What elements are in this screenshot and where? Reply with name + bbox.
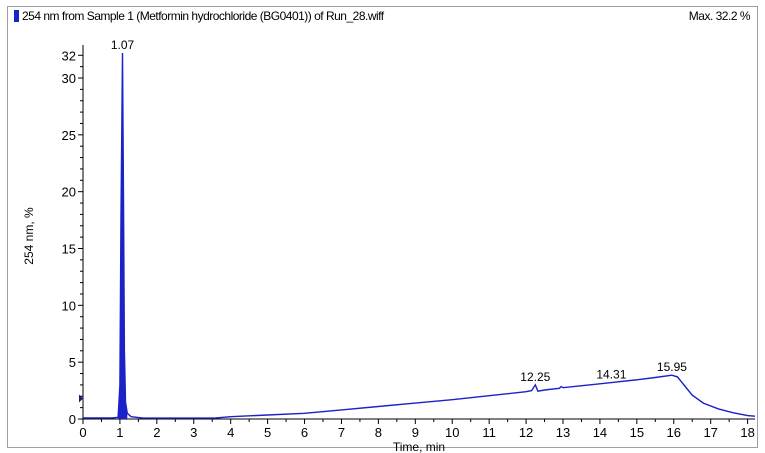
y-tick-label: 25 xyxy=(62,128,76,143)
y-tick-label: 32 xyxy=(62,48,76,63)
x-tick-label: 11 xyxy=(482,425,496,440)
y-tick-label: 20 xyxy=(62,185,76,200)
y-tick-label: 5 xyxy=(69,355,76,370)
chart-header: 254 nm from Sample 1 (Metformin hydrochl… xyxy=(14,8,754,24)
max-intensity-label: Max. 32.2 % xyxy=(688,9,751,23)
peak-label: 15.95 xyxy=(657,360,687,374)
x-tick-label: 6 xyxy=(301,425,308,440)
y-tick-label: 30 xyxy=(62,71,76,86)
x-tick-label: 7 xyxy=(338,425,345,440)
x-tick-label: 10 xyxy=(445,425,459,440)
peak-label: 14.31 xyxy=(596,368,626,382)
peak-label: 12.25 xyxy=(520,370,550,384)
y-tick-label: 0 xyxy=(69,412,76,427)
x-tick-label: 12 xyxy=(519,425,533,440)
x-tick-label: 1 xyxy=(116,425,123,440)
y-axis-title: 254 nm, % xyxy=(22,207,36,265)
x-axis-title: Time, min xyxy=(393,440,445,453)
x-tick-label: 2 xyxy=(153,425,160,440)
y-tick-label: 15 xyxy=(62,242,76,257)
x-tick-label: 14 xyxy=(593,425,607,440)
peak-label: 1.07 xyxy=(111,38,135,52)
series-color-swatch xyxy=(14,10,19,22)
x-tick-label: 5 xyxy=(264,425,271,440)
x-tick-label: 8 xyxy=(375,425,382,440)
y-axis-marker xyxy=(79,394,83,403)
x-tick-label: 16 xyxy=(667,425,681,440)
chart-title: 254 nm from Sample 1 (Metformin hydrochl… xyxy=(22,9,384,23)
x-tick-label: 0 xyxy=(79,425,86,440)
x-tick-label: 3 xyxy=(190,425,197,440)
x-tick-label: 15 xyxy=(630,425,644,440)
x-tick-label: 17 xyxy=(703,425,717,440)
chromatogram-trace xyxy=(83,52,756,419)
x-tick-label: 4 xyxy=(227,425,234,440)
x-tick-label: 18 xyxy=(740,425,754,440)
chart-frame xyxy=(7,6,758,448)
y-tick-label: 10 xyxy=(62,298,76,313)
x-tick-label: 9 xyxy=(412,425,419,440)
x-tick-label: 13 xyxy=(556,425,570,440)
